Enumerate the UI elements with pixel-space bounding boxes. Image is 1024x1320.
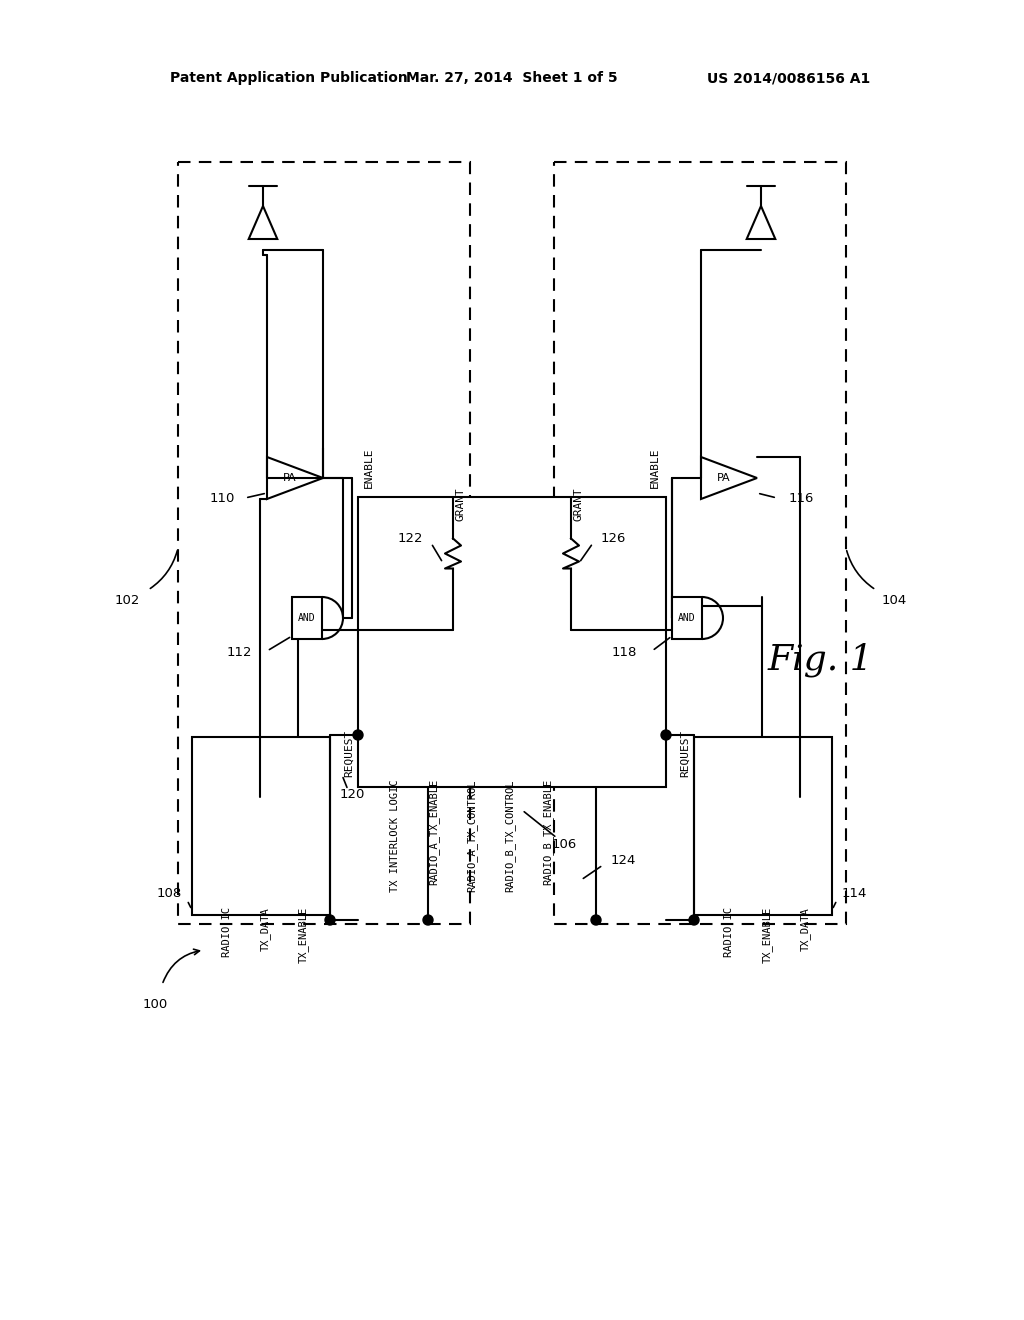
Text: 104: 104 [882,594,907,606]
Text: Mar. 27, 2014  Sheet 1 of 5: Mar. 27, 2014 Sheet 1 of 5 [407,71,617,84]
Text: Patent Application Publication: Patent Application Publication [170,71,408,84]
Circle shape [353,730,362,741]
Text: TX_ENABLE: TX_ENABLE [762,907,773,964]
Text: RADIO_B_TX_CONTROL: RADIO_B_TX_CONTROL [504,779,515,891]
Circle shape [423,915,433,925]
Text: 116: 116 [790,491,814,504]
Text: 100: 100 [142,998,168,1011]
Circle shape [689,915,699,925]
Text: TX_DATA: TX_DATA [800,907,811,950]
Text: GRANT: GRANT [573,487,583,521]
Text: 102: 102 [115,594,140,606]
Text: TX_DATA: TX_DATA [260,907,271,950]
Text: RADIO IC: RADIO IC [222,907,232,957]
Text: TX INTERLOCK LOGIC: TX INTERLOCK LOGIC [390,779,400,891]
Text: ENABLE: ENABLE [364,447,374,488]
Text: RADIO_A_TX_ENABLE: RADIO_A_TX_ENABLE [428,779,439,886]
Text: PA: PA [717,473,731,483]
Text: GRANT: GRANT [455,487,465,521]
Text: 126: 126 [601,532,627,544]
Text: 110: 110 [210,491,234,504]
Text: AND: AND [298,612,315,623]
Bar [292,597,322,639]
Circle shape [591,915,601,925]
Text: 122: 122 [397,532,423,544]
Circle shape [662,730,671,741]
Bar [554,162,846,924]
Bar [694,737,831,915]
Bar [178,162,470,924]
Text: RADIO_B_TX_ENABLE: RADIO_B_TX_ENABLE [542,779,553,886]
Text: 124: 124 [611,854,636,866]
Text: Fig. 1: Fig. 1 [767,643,872,677]
Bar [358,498,666,787]
Circle shape [325,915,335,925]
Text: RADIO_A_TX_CONTROL: RADIO_A_TX_CONTROL [466,779,477,891]
Bar [672,597,702,639]
Text: 108: 108 [157,887,182,900]
Text: REQUEST: REQUEST [680,730,690,777]
Text: AND: AND [678,612,696,623]
Text: US 2014/0086156 A1: US 2014/0086156 A1 [707,71,870,84]
Text: 114: 114 [842,887,867,900]
Text: 112: 112 [226,647,252,660]
Text: RADIO IC: RADIO IC [724,907,734,957]
Text: PA: PA [284,473,297,483]
Bar [193,737,330,915]
Text: 106: 106 [552,838,578,851]
Text: 120: 120 [340,788,366,801]
Text: 118: 118 [611,647,637,660]
Text: TX_ENABLE: TX_ENABLE [298,907,309,964]
Text: ENABLE: ENABLE [650,447,660,488]
Text: REQUEST: REQUEST [344,730,354,777]
